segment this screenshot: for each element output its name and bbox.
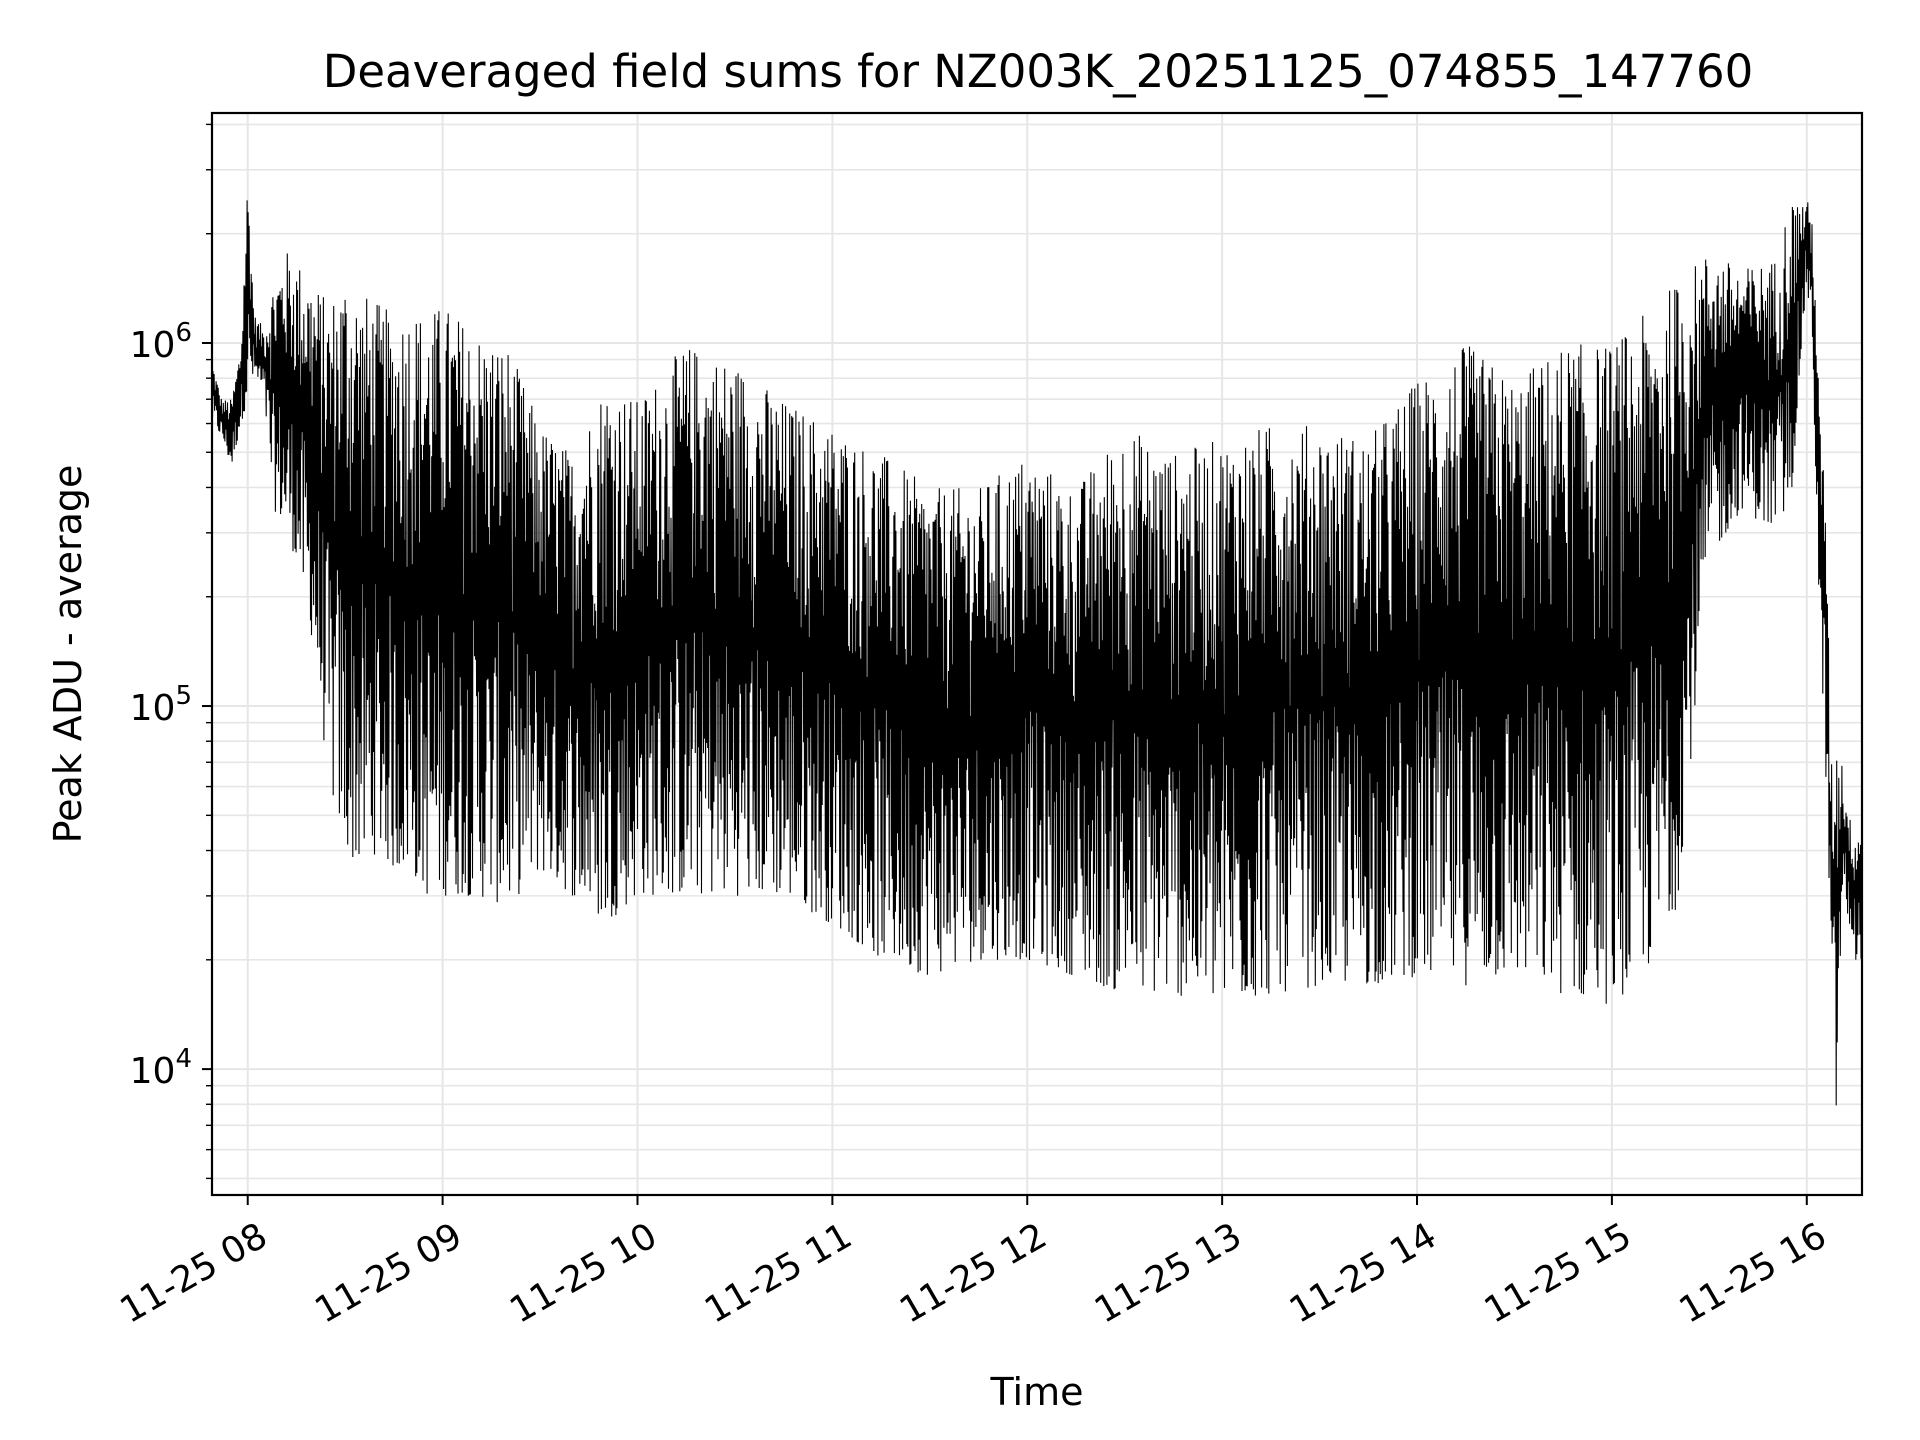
y-tick-label: 106 (130, 318, 192, 366)
series-layer (212, 200, 1862, 1106)
chart-title: Deaveraged field sums for NZ003K_2025112… (323, 45, 1754, 98)
plot-area-frame (210, 111, 1864, 1197)
y-tick-label: 104 (130, 1044, 192, 1092)
x-axis-label: Time (990, 1370, 1084, 1414)
series-line (212, 200, 1862, 1106)
y-axis-label: Peak ADU - average (46, 465, 90, 844)
y-tick-label: 105 (130, 681, 192, 729)
